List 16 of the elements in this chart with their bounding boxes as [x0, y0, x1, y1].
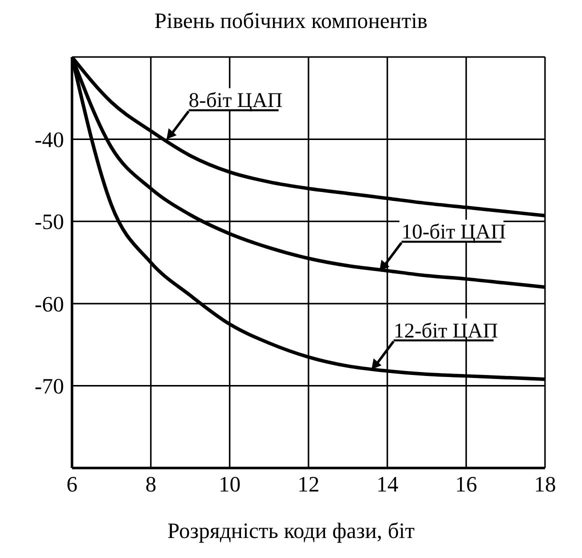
x-axis-title: Розрядність коди фази, біт [166, 518, 416, 544]
y-axis-title: Рівень побічних компонентів [153, 8, 429, 34]
annotation: 12-біт ЦАП [394, 318, 498, 342]
y-tick-label: -40 [34, 127, 64, 152]
x-tick-label: 18 [534, 472, 556, 497]
x-tick-label: 8 [145, 472, 156, 497]
x-tick-label: 14 [376, 472, 398, 497]
y-tick-label: -50 [34, 209, 64, 234]
x-tick-label: 10 [218, 472, 241, 497]
y-tick-label: -70 [34, 374, 64, 399]
x-tick-label: 12 [298, 472, 320, 497]
x-tick-label: 16 [455, 472, 478, 497]
x-tick-label: 6 [66, 472, 78, 497]
y-tick-label: -60 [34, 291, 64, 316]
annotation: 8-біт ЦАП [188, 88, 283, 112]
annotation: 10-біт ЦАП [401, 220, 506, 244]
